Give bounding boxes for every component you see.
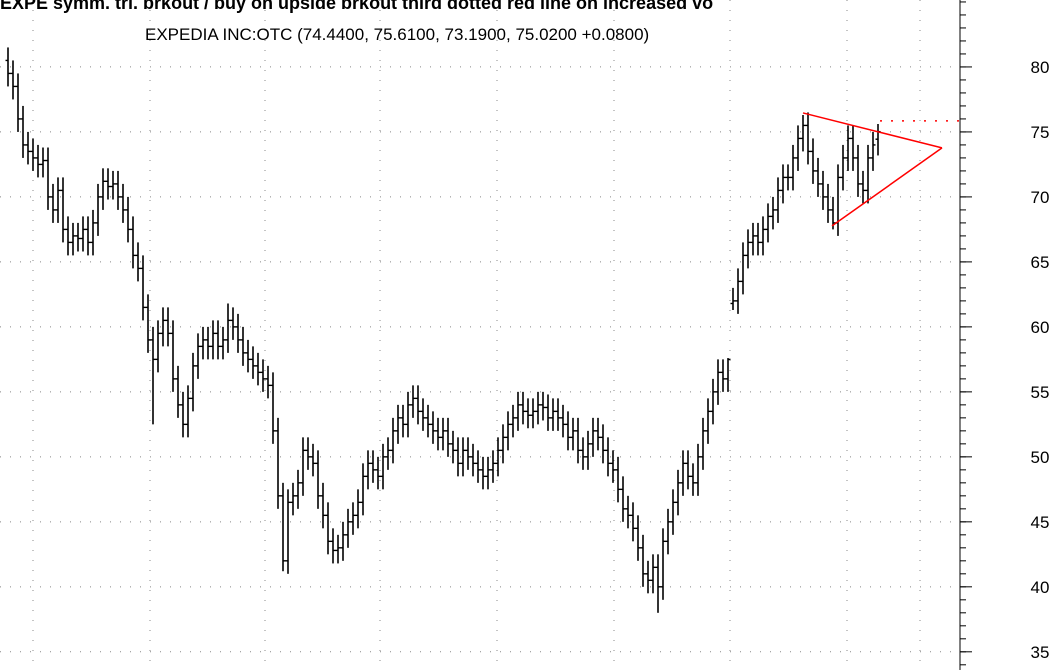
y-tick-label: 50 (1031, 448, 1050, 467)
y-tick-label: 35 (1031, 643, 1050, 662)
y-tick-label: 40 (1031, 578, 1050, 597)
y-tick-label: 80 (1031, 58, 1050, 77)
chart-subtitle: EXPEDIA INC:OTC (74.4400, 75.6100, 73.19… (145, 25, 649, 44)
trendline (831, 147, 943, 227)
y-tick-label: 75 (1031, 123, 1050, 142)
y-tick-label: 70 (1031, 188, 1050, 207)
y-tick-label: 60 (1031, 318, 1050, 337)
y-tick-label: 45 (1031, 513, 1050, 532)
y-tick-label: 55 (1031, 383, 1050, 402)
trendline (802, 112, 943, 149)
y-tick-label: 65 (1031, 253, 1050, 272)
chart-title: EXPE symm. tri. brkout / buy on upside b… (0, 0, 713, 13)
